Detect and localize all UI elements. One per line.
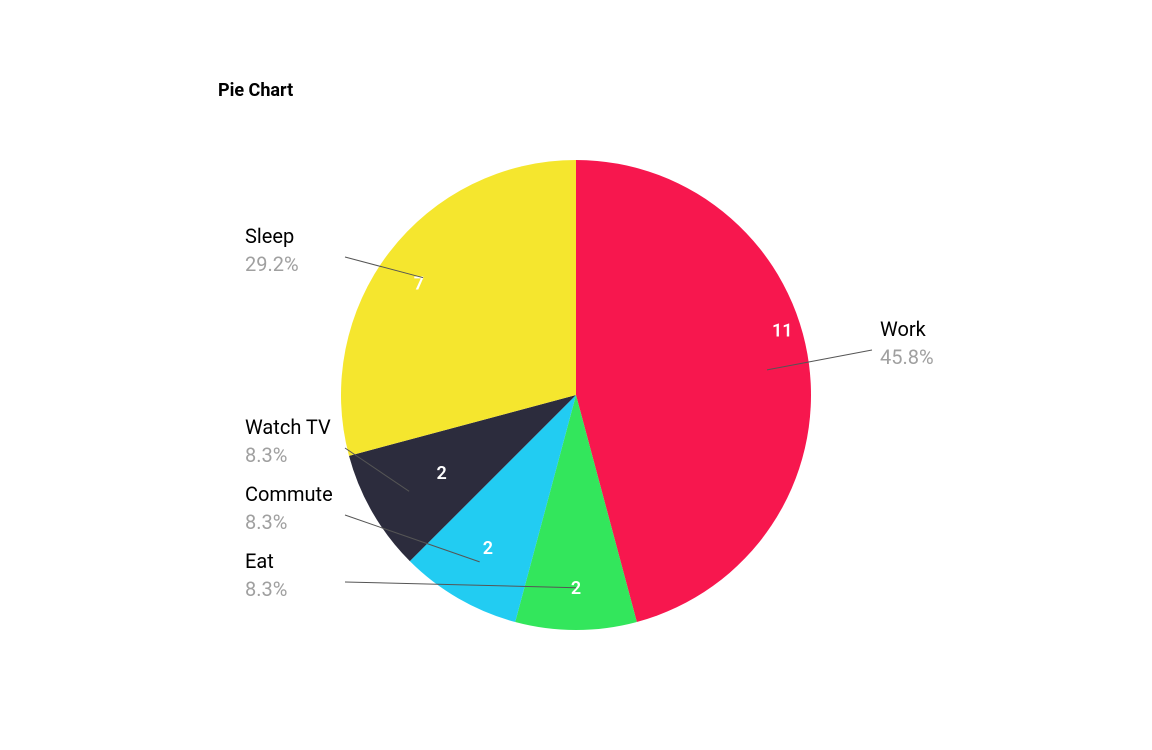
slice-label-percent: 29.2%: [245, 252, 299, 276]
slice-label-name: Eat: [245, 549, 274, 573]
slice-value: 11: [772, 321, 793, 342]
slice-label-percent: 45.8%: [880, 345, 934, 369]
slice-label-name: Work: [880, 317, 927, 341]
slice-label-name: Commute: [245, 482, 333, 506]
slice-label-percent: 8.3%: [245, 510, 287, 534]
slice-label-percent: 8.3%: [245, 443, 287, 467]
pie-chart: 112227Work45.8%Eat8.3%Commute8.3%Watch T…: [0, 0, 1152, 750]
slice-label-name: Sleep: [245, 224, 294, 248]
slice-value: 2: [571, 578, 581, 599]
slice-value: 2: [483, 538, 493, 559]
slice-value: 2: [437, 463, 447, 484]
slice-label-name: Watch TV: [245, 415, 331, 439]
slice-label-percent: 8.3%: [245, 577, 287, 601]
chart-title: Pie Chart: [218, 80, 293, 101]
